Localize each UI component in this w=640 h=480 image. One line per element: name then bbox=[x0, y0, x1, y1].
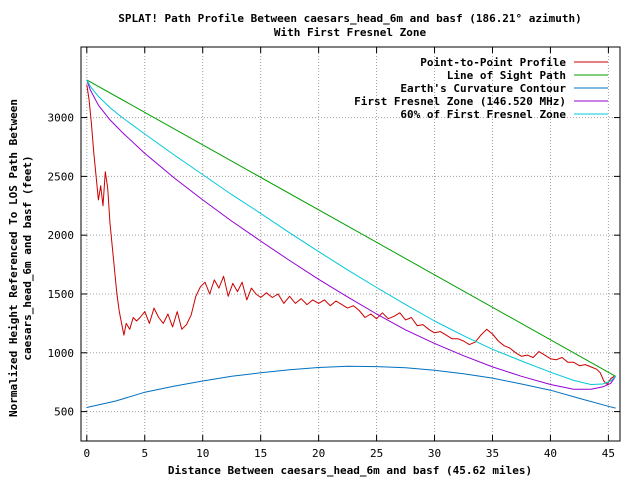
tick-labels: 0 5 10 15 20 25 30 35 40 45 500 1000 1500 2000 2500 300… bbox=[48, 112, 616, 460]
x-tick-label: 25 bbox=[370, 447, 383, 460]
series-line-line-of-sight-path bbox=[86, 79, 616, 377]
legend-label-60-of-first-fresnel-zone: 60% of First Fresnel Zone bbox=[400, 108, 566, 121]
y-tick-label: 1500 bbox=[48, 288, 75, 301]
x-axis-label: Distance Between caesars_head_6m and bas… bbox=[168, 464, 532, 477]
x-tick-label: 30 bbox=[428, 447, 441, 460]
axis-ticks bbox=[81, 47, 620, 441]
y-tick-label: 500 bbox=[54, 406, 74, 419]
series-line-first-fresnel-zone-146-520-mhz bbox=[86, 79, 617, 390]
series-lines bbox=[86, 79, 617, 409]
legend-label-earth-s-curvature-contour: Earth's Curvature Contour bbox=[400, 82, 566, 95]
y-tick-label: 3000 bbox=[48, 112, 75, 125]
chart-title-line1: SPLAT! Path Profile Between caesars_head… bbox=[118, 12, 582, 25]
x-tick-label: 5 bbox=[141, 447, 148, 460]
y-tick-label: 2000 bbox=[48, 229, 75, 242]
x-tick-label: 0 bbox=[83, 447, 90, 460]
x-tick-label: 40 bbox=[544, 447, 557, 460]
x-tick-label: 20 bbox=[312, 447, 325, 460]
y-axis-label-line2: caesars_head_6m and basf (feet) bbox=[21, 155, 34, 360]
x-tick-label: 10 bbox=[196, 447, 209, 460]
y-tick-label: 2500 bbox=[48, 170, 75, 183]
legend-label-point-to-point-profile: Point-to-Point Profile bbox=[420, 56, 566, 69]
x-tick-label: 35 bbox=[486, 447, 499, 460]
plot-frame bbox=[80, 46, 621, 442]
x-tick-label: 45 bbox=[602, 447, 615, 460]
series-line-earth-s-curvature-contour bbox=[86, 365, 616, 409]
legend-label-line-of-sight-path: Line of Sight Path bbox=[447, 69, 566, 82]
series-line-point-to-point-profile bbox=[86, 84, 615, 385]
legend-label-first-fresnel-zone-146-520-mhz: First Fresnel Zone (146.520 MHz) bbox=[354, 95, 566, 108]
y-tick-label: 1000 bbox=[48, 347, 75, 360]
x-tick-label: 15 bbox=[254, 447, 267, 460]
chart-title-line2: With First Fresnel Zone bbox=[274, 26, 427, 39]
series-line-60-of-first-fresnel-zone bbox=[86, 79, 616, 385]
y-axis-label-line1: Normalized Height Referenced To LOS Path… bbox=[7, 99, 20, 417]
